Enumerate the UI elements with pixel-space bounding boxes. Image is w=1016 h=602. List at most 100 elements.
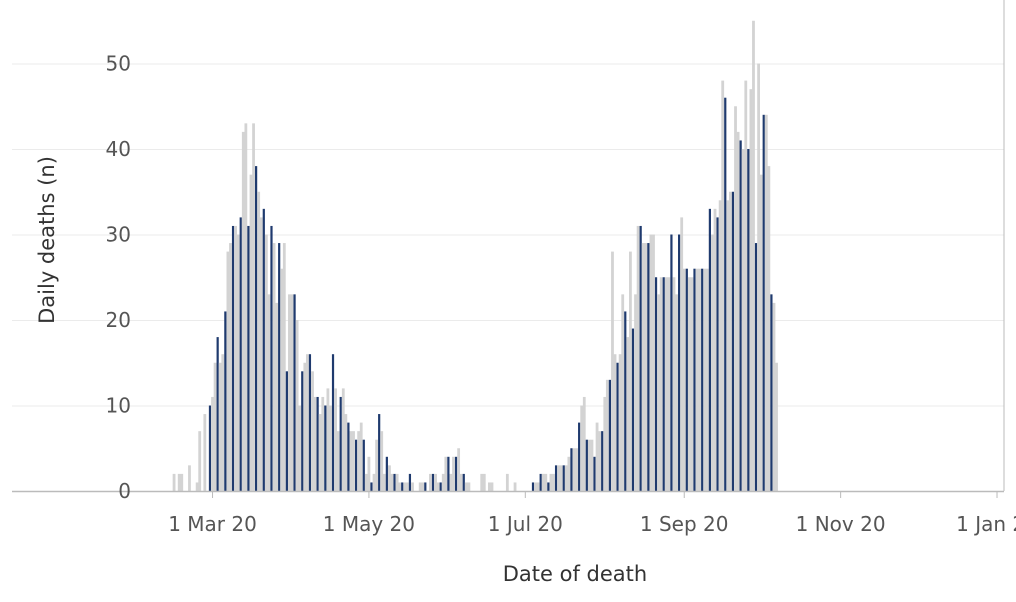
bar-highlight xyxy=(539,473,542,491)
bar-highlight xyxy=(393,473,396,491)
y-tick-label: 0 xyxy=(118,479,131,503)
y-axis-title: Daily deaths (n) xyxy=(35,156,59,324)
bar-daily xyxy=(444,456,448,491)
bar-daily xyxy=(613,354,617,491)
bar-daily xyxy=(349,431,353,491)
bar-daily xyxy=(213,362,217,491)
bar-daily xyxy=(234,225,237,491)
bar-daily xyxy=(767,166,771,491)
bar-daily xyxy=(211,396,214,491)
bar-highlight xyxy=(401,482,404,491)
bar-daily xyxy=(582,396,586,491)
bar-daily xyxy=(318,414,322,491)
bar-daily xyxy=(341,388,345,491)
bar-daily xyxy=(726,200,730,492)
bar-highlight xyxy=(747,149,750,491)
bar-highlight xyxy=(754,243,758,491)
bar-daily xyxy=(641,243,645,491)
y-tick-labels: 0 10 20 30 40 50 xyxy=(106,52,131,504)
bar-daily xyxy=(736,131,740,491)
bar-daily xyxy=(457,448,461,491)
bar-daily xyxy=(621,294,625,491)
bar-highlight xyxy=(208,405,212,491)
x-tick-labels: 1 Mar 20 1 May 20 1 Jul 20 1 Sep 20 1 Nov 20… xyxy=(168,492,1016,536)
bar-highlight xyxy=(624,311,627,491)
bar-daily xyxy=(595,422,599,491)
bar-daily xyxy=(364,473,368,491)
bars xyxy=(172,20,778,492)
bar-highlight xyxy=(278,243,281,491)
bar-daily xyxy=(434,473,437,491)
bar-daily xyxy=(687,277,691,491)
bar-daily xyxy=(690,277,694,491)
axes xyxy=(12,0,1005,493)
bar-highlight xyxy=(531,482,535,491)
bar-daily xyxy=(313,396,317,491)
bar-highlight xyxy=(693,268,696,491)
bar-highlight xyxy=(216,337,219,491)
bar-highlight xyxy=(601,431,604,491)
bar-daily xyxy=(272,243,276,491)
bar-highlight xyxy=(285,371,288,491)
bar-highlight xyxy=(231,225,235,491)
bar-daily xyxy=(482,473,486,491)
bar-highlight xyxy=(447,456,450,491)
bar-daily xyxy=(241,131,245,491)
bar-highlight xyxy=(347,422,350,491)
bar-daily xyxy=(172,473,176,491)
bar-daily xyxy=(657,294,661,491)
bar-daily xyxy=(559,465,563,491)
bar-daily xyxy=(721,80,725,491)
bar-highlight xyxy=(670,234,673,491)
bar-daily xyxy=(367,456,371,491)
bar-daily xyxy=(580,405,584,491)
bar-daily xyxy=(334,388,337,491)
bar-highlight xyxy=(678,234,681,491)
bar-daily xyxy=(464,482,468,491)
bar-highlight xyxy=(316,396,319,491)
bar-daily xyxy=(329,405,332,491)
bar-highlight xyxy=(554,465,558,491)
bar-highlight xyxy=(385,456,388,491)
bar-daily xyxy=(626,337,630,491)
bar-daily xyxy=(759,174,763,491)
bar-highlight xyxy=(708,208,711,491)
bar-daily xyxy=(441,473,445,491)
bar-highlight xyxy=(355,439,358,491)
bar-highlight xyxy=(662,277,665,491)
bar-daily xyxy=(421,482,425,491)
bar-daily xyxy=(544,473,548,491)
bar-highlight xyxy=(362,439,365,491)
bar-daily xyxy=(290,294,294,491)
x-tick-label: 1 Jul 20 xyxy=(488,512,563,536)
bar-daily xyxy=(382,473,386,491)
bar-daily xyxy=(398,482,402,491)
bar-daily xyxy=(380,431,384,491)
bar-highlight xyxy=(370,482,373,491)
bar-daily xyxy=(357,431,361,491)
bar-highlight xyxy=(562,465,565,491)
bar-daily xyxy=(575,448,578,491)
bar-highlight xyxy=(608,379,611,491)
bar-daily xyxy=(411,482,414,491)
bar-daily xyxy=(311,371,314,491)
bar-daily xyxy=(395,473,399,491)
bar-daily xyxy=(741,149,745,491)
bar-daily xyxy=(226,251,230,491)
bar-daily xyxy=(403,482,407,491)
bar-daily xyxy=(552,473,555,491)
bar-daily xyxy=(695,268,699,491)
bar-daily xyxy=(649,234,653,491)
bar-daily xyxy=(618,354,622,491)
bar-daily xyxy=(436,482,440,491)
bar-daily xyxy=(303,362,307,491)
bar-daily xyxy=(672,277,676,491)
bar-daily xyxy=(229,243,232,491)
bar-daily xyxy=(680,217,684,491)
bar-daily xyxy=(252,123,255,491)
bar-daily xyxy=(188,465,191,491)
bar-daily xyxy=(705,268,709,491)
bar-daily xyxy=(429,473,432,491)
bar-daily xyxy=(636,225,640,491)
bar-daily xyxy=(549,473,553,491)
